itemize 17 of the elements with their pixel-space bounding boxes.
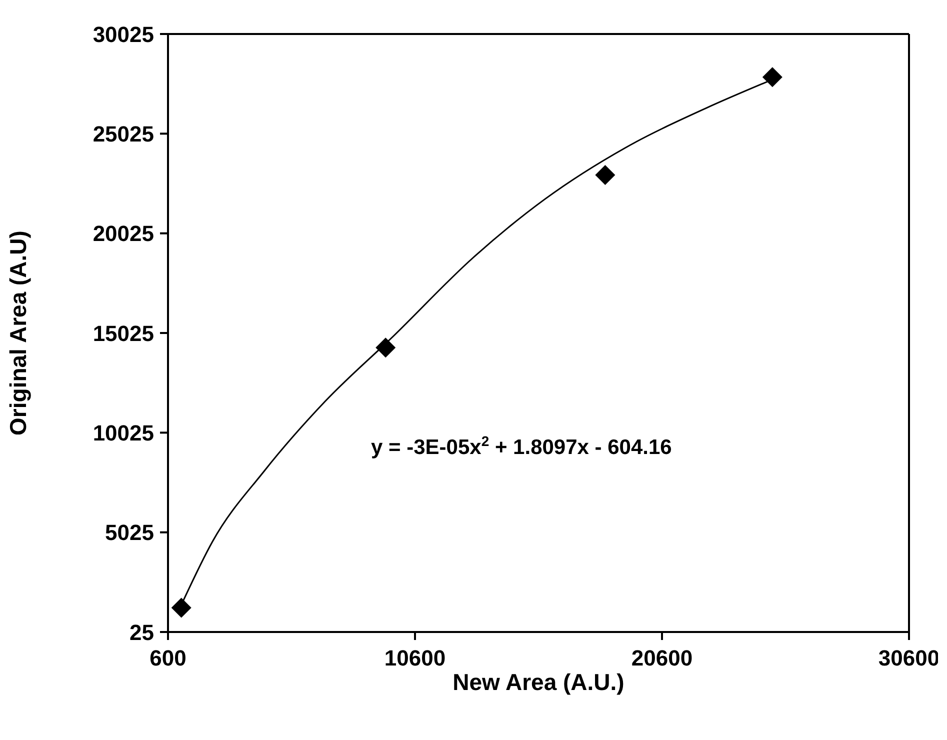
annotation: y = -3E-05x$^{2}$ + 1.8097x - 604.16: [371, 433, 672, 459]
point: [376, 338, 396, 358]
y-tick-label: 25025: [92, 121, 154, 146]
point: [762, 67, 782, 88]
y-axis-title: Original Area (A.U): [5, 230, 32, 436]
y-tick-label: 10025: [92, 420, 154, 446]
point: [171, 598, 192, 618]
y-tick-label: 5025: [105, 520, 154, 546]
y-tick-label: 25: [130, 620, 154, 645]
y-tick-label: 20025: [92, 221, 154, 246]
point: [595, 165, 616, 186]
x-tick-label: 10600: [384, 646, 446, 671]
x-axis-title: New Area (A.U.): [452, 669, 624, 695]
y-tick-label: 30025: [92, 22, 154, 47]
x-tick-label: 600: [150, 646, 186, 671]
x-tick-label: 20600: [631, 646, 693, 671]
y-tick-label: 15025: [92, 320, 154, 346]
